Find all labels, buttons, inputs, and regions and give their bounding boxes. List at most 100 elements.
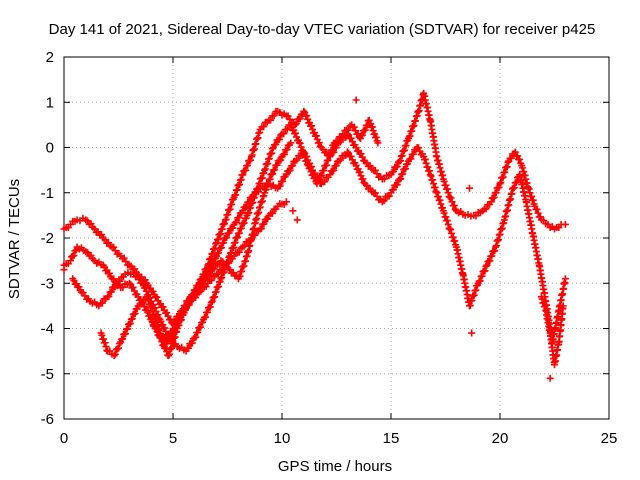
data-point	[397, 175, 405, 183]
data-point	[272, 140, 280, 148]
data-point	[414, 144, 422, 152]
data-point	[436, 196, 444, 204]
data-point	[358, 131, 366, 139]
data-point	[427, 172, 435, 180]
data-point	[447, 194, 455, 202]
data-point	[407, 155, 415, 163]
data-point	[487, 198, 495, 206]
data-point	[472, 212, 480, 220]
data-point	[289, 162, 297, 170]
data-point	[107, 288, 115, 296]
data-point	[425, 167, 433, 175]
data-point	[116, 340, 124, 348]
data-point	[70, 251, 78, 259]
x-tick-label: 20	[492, 430, 509, 447]
data-point	[476, 277, 484, 285]
data-point	[279, 177, 287, 185]
data-point	[105, 292, 113, 300]
data-point	[197, 287, 205, 295]
data-point	[207, 276, 215, 284]
data-point	[110, 352, 118, 360]
data-point	[513, 152, 521, 160]
data-point	[495, 183, 503, 191]
data-point	[393, 163, 401, 171]
data-point	[442, 213, 450, 221]
data-point	[444, 220, 452, 228]
data-point	[451, 205, 459, 213]
chart-title: Day 141 of 2021, Sidereal Day-to-day VTE…	[49, 21, 596, 38]
data-point	[283, 125, 291, 133]
data-point	[102, 343, 110, 351]
data-point	[111, 283, 119, 291]
data-point	[488, 252, 496, 260]
data-point	[492, 189, 500, 197]
x-tick-label: 10	[274, 430, 291, 447]
data-point	[101, 339, 109, 347]
data-point	[526, 189, 534, 197]
outlier-point	[465, 184, 473, 192]
data-point	[282, 198, 290, 206]
data-point	[534, 209, 542, 217]
data-point	[153, 293, 161, 301]
outlier-point	[293, 216, 301, 224]
data-point	[374, 139, 382, 147]
data-point	[482, 205, 490, 213]
data-point	[292, 120, 300, 128]
data-point	[399, 170, 407, 178]
x-tick-label: 15	[383, 430, 400, 447]
data-point	[306, 164, 314, 172]
data-point	[235, 213, 243, 221]
outlier-point	[546, 374, 554, 382]
data-point	[67, 257, 75, 265]
data-point	[315, 139, 323, 147]
outlier-point	[468, 329, 476, 337]
data-point	[122, 330, 130, 338]
data-point	[334, 137, 342, 145]
data-point	[481, 267, 489, 275]
data-point	[98, 331, 106, 339]
data-point	[138, 300, 146, 308]
data-point	[318, 171, 326, 179]
data-point	[303, 112, 311, 120]
data-point	[270, 112, 278, 120]
data-point	[264, 215, 272, 223]
data-point	[440, 209, 448, 217]
data-point	[185, 344, 193, 352]
data-point	[315, 176, 323, 184]
data-point	[380, 197, 388, 205]
data-point	[268, 209, 276, 217]
data-point	[358, 153, 366, 161]
data-point	[510, 184, 518, 192]
data-point	[561, 275, 569, 283]
data-point	[389, 168, 397, 176]
y-tick-label: -5	[41, 366, 54, 383]
data-point	[276, 135, 284, 143]
data-point	[528, 192, 536, 200]
data-point	[308, 122, 316, 130]
data-point	[240, 219, 248, 227]
data-point	[183, 302, 191, 310]
data-point	[277, 156, 285, 164]
data-point	[512, 178, 520, 186]
data-point	[190, 292, 198, 300]
data-point	[138, 279, 146, 287]
data-point	[448, 198, 456, 206]
data-point	[357, 150, 365, 158]
data-point	[161, 324, 169, 332]
data-point	[421, 155, 429, 163]
y-tick-label: -2	[41, 230, 54, 247]
data-point	[443, 185, 451, 193]
data-point	[215, 249, 223, 257]
y-tick-label: -4	[41, 321, 54, 338]
data-point	[424, 163, 432, 171]
data-point	[559, 302, 567, 310]
data-point	[244, 161, 252, 169]
data-point	[429, 176, 437, 184]
data-point	[287, 139, 295, 147]
data-point	[123, 325, 131, 333]
data-point	[235, 248, 243, 256]
data-point	[163, 309, 171, 317]
data-point	[447, 229, 455, 237]
data-point	[242, 166, 250, 174]
